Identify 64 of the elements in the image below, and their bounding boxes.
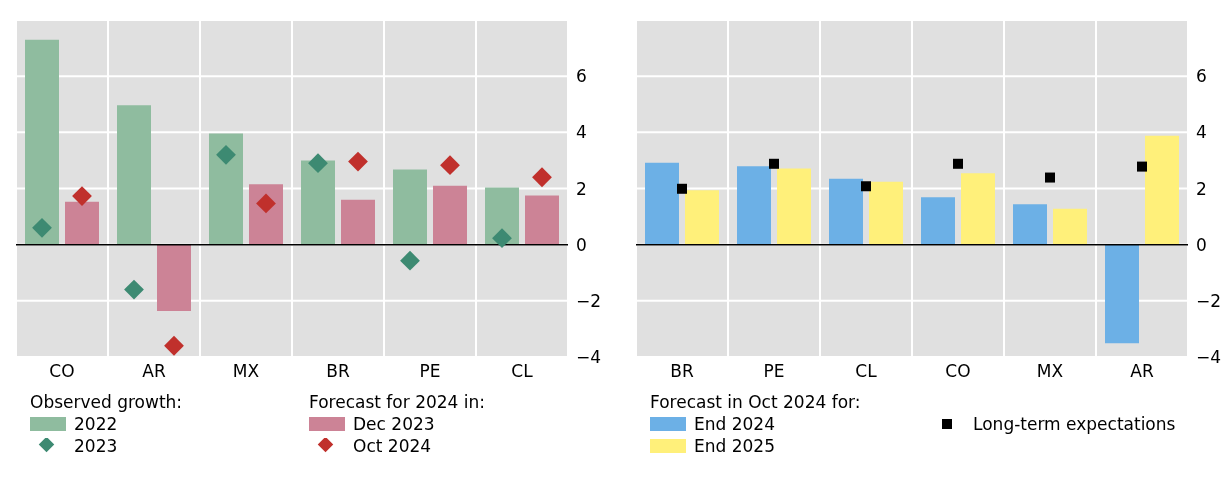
bar: [1105, 244, 1139, 344]
y-tick-label: 4: [576, 122, 587, 143]
bar: [393, 169, 427, 245]
legend-label: 2023: [74, 436, 118, 456]
point: [1137, 161, 1147, 172]
bar: [157, 244, 191, 311]
y-tick-label: −2: [576, 290, 602, 311]
x-tick-label: CO: [49, 361, 75, 382]
x-tick-label: PE: [419, 361, 441, 382]
bar: [1013, 204, 1047, 245]
x-tick-label: BR: [670, 361, 694, 382]
y-tick-label: −4: [1196, 347, 1222, 368]
point: [953, 158, 963, 169]
y-tick-label: 6: [576, 66, 587, 87]
bar: [25, 39, 59, 245]
bar: [829, 178, 863, 245]
y-tick-label: 0: [1196, 234, 1207, 255]
legend-label: 2022: [74, 414, 118, 434]
bar: [249, 184, 283, 245]
bar: [341, 199, 375, 245]
legend-label: Dec 2023: [353, 414, 435, 434]
x-tick-label: CL: [855, 361, 878, 382]
legend-title: Forecast in Oct 2024 for:: [650, 391, 862, 413]
x-tick-label: AR: [1130, 361, 1154, 382]
bar: [1053, 208, 1087, 245]
bar: [301, 160, 335, 245]
point: [677, 183, 687, 194]
bar: [737, 166, 771, 245]
bar: [65, 201, 99, 245]
bar: [209, 133, 243, 245]
bar: [777, 168, 811, 245]
bar: [1145, 135, 1179, 245]
bar: [869, 181, 903, 245]
legend-title: Observed growth:: [30, 391, 184, 413]
x-tick-label: CL: [511, 361, 534, 382]
legend-label: Oct 2024: [353, 436, 432, 456]
bar: [485, 187, 519, 245]
bar: [685, 190, 719, 245]
bar: [921, 197, 955, 245]
y-tick-label: 2: [576, 178, 587, 199]
y-tick-label: 0: [576, 234, 587, 255]
bar: [645, 162, 679, 245]
y-tick-label: 2: [1196, 178, 1207, 199]
x-tick-label: AR: [142, 361, 166, 382]
x-tick-label: MX: [232, 361, 260, 382]
point: [1045, 172, 1055, 183]
y-tick-label: −4: [576, 347, 602, 368]
text: Forecast for 2024 in:: [309, 391, 487, 413]
x-tick-label: BR: [326, 361, 350, 382]
legend-label: Long-term expectations: [973, 414, 1176, 434]
point: [769, 158, 779, 169]
bar: [433, 185, 467, 245]
y-tick-label: −2: [1196, 290, 1222, 311]
x-tick-label: CO: [945, 361, 971, 382]
legend-label: End 2024: [694, 414, 775, 434]
y-tick-label: 6: [1196, 66, 1207, 87]
x-tick-label: MX: [1036, 361, 1064, 382]
legend-label: End 2025: [694, 436, 775, 456]
bar: [525, 195, 559, 245]
y-tick-label: 4: [1196, 122, 1207, 143]
bar: [961, 173, 995, 245]
bar: [117, 105, 151, 245]
x-tick-label: PE: [763, 361, 785, 382]
point: [861, 181, 871, 192]
